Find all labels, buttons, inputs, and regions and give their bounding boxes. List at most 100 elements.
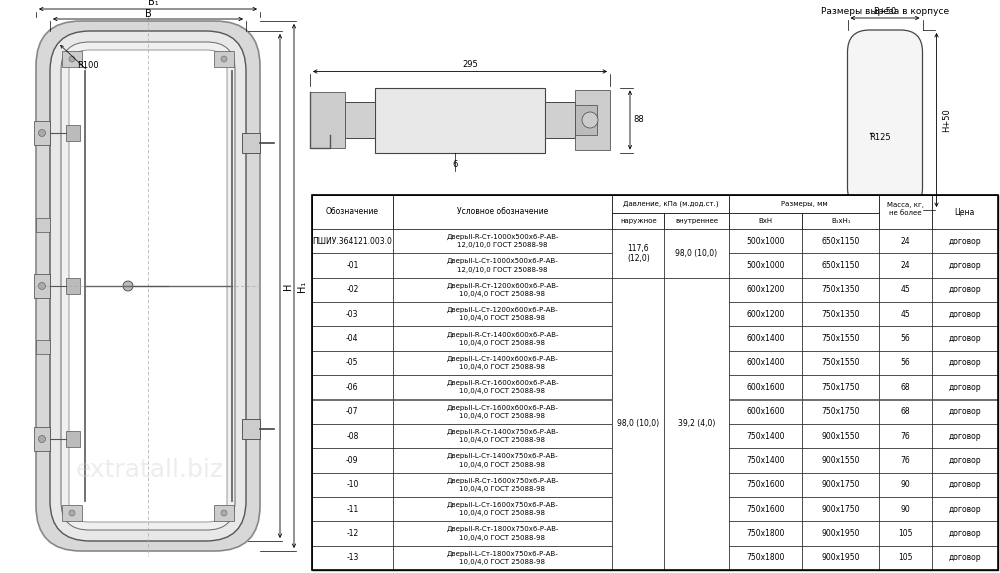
Text: 750х1600: 750х1600 [746, 505, 785, 513]
Bar [932, 278, 998, 302]
Text: Размеры выреза в корпусе: Размеры выреза в корпусе [821, 7, 949, 17]
Bar [312, 195, 998, 570]
Bar [802, 448, 879, 473]
Text: -13: -13 [346, 554, 359, 562]
Bar [932, 302, 998, 327]
Text: 900х1550: 900х1550 [821, 431, 860, 441]
Text: R125: R125 [869, 134, 891, 143]
Text: ДверьII-L-Ст-1400х750х6-Р-АВ-: ДверьII-L-Ст-1400х750х6-Р-АВ- [447, 453, 558, 460]
Bar [932, 424, 998, 448]
Bar [879, 253, 932, 278]
Text: 750х1400: 750х1400 [746, 431, 785, 441]
Text: договор: договор [948, 529, 981, 538]
Bar [729, 278, 802, 302]
Circle shape [123, 281, 133, 291]
Bar [932, 497, 998, 521]
Bar [729, 521, 802, 545]
Bar [312, 327, 393, 351]
Bar [729, 327, 802, 351]
Text: -12: -12 [346, 529, 358, 538]
Text: договор: договор [948, 261, 981, 270]
Text: -04: -04 [346, 334, 359, 343]
Bar [312, 253, 393, 278]
Text: 6: 6 [452, 160, 458, 169]
Bar [664, 213, 729, 229]
Text: 10,0/4,0 ГОСТ 25088-98: 10,0/4,0 ГОСТ 25088-98 [459, 340, 545, 346]
Bar [34, 427, 50, 451]
Text: 24: 24 [901, 261, 910, 270]
Text: 105: 105 [898, 529, 913, 538]
Text: 88: 88 [634, 116, 644, 124]
Text: 10,0/4,0 ГОСТ 25088-98: 10,0/4,0 ГОСТ 25088-98 [459, 461, 545, 468]
Bar [34, 274, 50, 298]
Bar [802, 497, 879, 521]
Text: B: B [145, 9, 151, 19]
Text: 900х1950: 900х1950 [821, 529, 860, 538]
Text: договор: договор [948, 237, 981, 246]
Text: 650х1150: 650х1150 [822, 261, 860, 270]
Text: 295: 295 [462, 60, 478, 69]
Text: H+50: H+50 [942, 108, 951, 132]
Text: 56: 56 [901, 359, 910, 367]
Text: 750х1750: 750х1750 [821, 407, 860, 416]
Bar [932, 351, 998, 375]
Text: -09: -09 [346, 456, 359, 465]
Text: R100: R100 [77, 61, 99, 69]
Bar [879, 229, 932, 253]
Text: 10,0/4,0 ГОСТ 25088-98: 10,0/4,0 ГОСТ 25088-98 [459, 437, 545, 443]
Text: Давление, кПа (м.дод.ст.): Давление, кПа (м.дод.ст.) [623, 201, 718, 207]
Bar [802, 253, 879, 278]
Text: 68: 68 [901, 407, 910, 416]
Bar [393, 195, 612, 229]
Text: Масса, кг,: Масса, кг, [887, 202, 924, 208]
Text: 600х1200: 600х1200 [746, 285, 785, 295]
Bar [312, 473, 393, 497]
Bar [36, 340, 50, 354]
Circle shape [69, 56, 75, 62]
Text: -10: -10 [346, 480, 359, 489]
Text: договор: договор [948, 383, 981, 392]
Text: -08: -08 [346, 431, 359, 441]
Bar [802, 229, 879, 253]
Text: 10,0/4,0 ГОСТ 25088-98: 10,0/4,0 ГОСТ 25088-98 [459, 364, 545, 370]
Bar [802, 399, 879, 424]
Text: 10,0/4,0 ГОСТ 25088-98: 10,0/4,0 ГОСТ 25088-98 [459, 510, 545, 516]
Bar [879, 497, 932, 521]
Bar [612, 195, 729, 213]
Text: 750х1750: 750х1750 [821, 383, 860, 392]
Text: extratall.biz: extratall.biz [76, 458, 224, 482]
Bar [393, 375, 612, 399]
Bar [575, 105, 597, 135]
Text: 98,0 (10,0): 98,0 (10,0) [617, 419, 659, 429]
FancyBboxPatch shape [848, 30, 922, 210]
Bar [932, 229, 998, 253]
Bar [729, 229, 802, 253]
Text: 76: 76 [901, 431, 910, 441]
Text: 10,0/4,0 ГОСТ 25088-98: 10,0/4,0 ГОСТ 25088-98 [459, 388, 545, 394]
Circle shape [221, 56, 227, 62]
Text: Условное обозначение: Условное обозначение [457, 207, 548, 217]
Text: 750х1550: 750х1550 [821, 359, 860, 367]
Bar [393, 302, 612, 327]
Circle shape [221, 510, 227, 516]
Text: 600х1600: 600х1600 [746, 407, 785, 416]
Bar [393, 399, 612, 424]
Text: -05: -05 [346, 359, 359, 367]
Bar [729, 545, 802, 570]
Text: 90: 90 [901, 505, 910, 513]
Text: В₁хН₁: В₁хН₁ [831, 218, 851, 224]
Bar [879, 278, 932, 302]
Text: 10,0/4,0 ГОСТ 25088-98: 10,0/4,0 ГОСТ 25088-98 [459, 486, 545, 492]
Text: -11: -11 [346, 505, 358, 513]
Bar [879, 375, 932, 399]
Bar [312, 302, 393, 327]
Text: 750х1400: 750х1400 [746, 456, 785, 465]
Text: H: H [283, 282, 293, 290]
Bar [312, 521, 393, 545]
Text: договор: договор [948, 310, 981, 319]
Bar [312, 375, 393, 399]
Text: договор: договор [948, 456, 981, 465]
Bar [729, 375, 802, 399]
Bar [312, 497, 393, 521]
Text: ВхН: ВхН [758, 218, 772, 224]
